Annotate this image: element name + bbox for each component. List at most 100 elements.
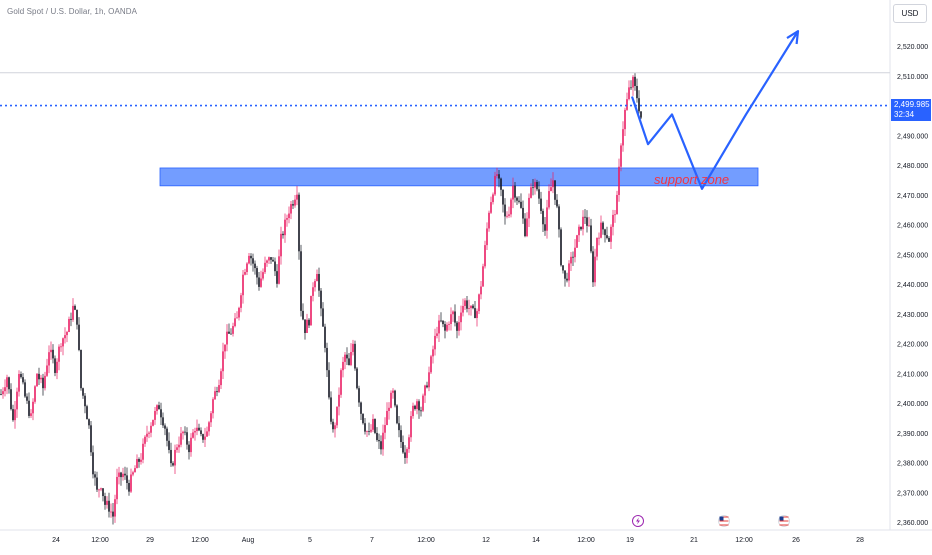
candle-body	[296, 194, 298, 200]
candle-body	[100, 488, 102, 490]
flag-stripe	[779, 520, 789, 522]
candle-body	[332, 421, 334, 430]
candle-body	[118, 472, 120, 477]
candle-body	[472, 305, 474, 309]
candle-body	[542, 210, 544, 225]
candle-body	[382, 432, 384, 450]
candle-body	[576, 235, 578, 248]
candle-body	[148, 432, 150, 434]
candle-body	[334, 425, 336, 430]
candle-body	[6, 377, 8, 388]
candle-body	[102, 488, 104, 497]
candle-body	[432, 349, 434, 357]
candle-body	[202, 434, 204, 440]
candle-body	[596, 238, 598, 257]
candle-body	[16, 391, 18, 410]
candle-body	[488, 212, 490, 229]
candle-body	[378, 440, 380, 442]
candle-body	[294, 199, 296, 206]
candle-body	[532, 187, 534, 189]
candle-body	[508, 214, 510, 216]
candle-body	[492, 194, 494, 203]
price-axis-tick: 2,440.000	[897, 282, 928, 289]
candle-body	[182, 431, 184, 434]
candle-body	[346, 354, 348, 359]
candle-body	[616, 194, 618, 215]
candle-body	[120, 472, 122, 478]
candle-body	[610, 226, 612, 242]
price-axis-tick: 2,510.000	[897, 74, 928, 81]
candle-body	[28, 400, 30, 416]
candle-body	[48, 352, 50, 366]
candle-body	[188, 444, 190, 453]
candle-body	[232, 326, 234, 334]
candle-body	[444, 324, 446, 331]
flag-stripe	[779, 518, 789, 520]
candle-body	[398, 423, 400, 431]
candle-body	[452, 311, 454, 315]
candle-body	[258, 277, 260, 287]
candle-body	[448, 323, 450, 325]
candle-body	[438, 320, 440, 334]
candle-body	[562, 265, 564, 271]
candle-body	[278, 256, 280, 284]
candle-body	[304, 319, 306, 333]
candle-body	[198, 427, 200, 431]
candle-body	[416, 401, 418, 409]
candle-body	[342, 361, 344, 371]
candle-body	[330, 397, 332, 422]
candle-body	[264, 262, 266, 273]
candle-body	[640, 111, 642, 118]
candle-body	[248, 255, 250, 264]
candle-body	[46, 365, 48, 376]
candle-body	[110, 511, 112, 513]
candle-body	[250, 255, 252, 259]
time-axis-tick: 29	[146, 537, 154, 544]
flag-canton	[779, 516, 784, 521]
candle-body	[338, 394, 340, 407]
currency-button[interactable]: USD	[893, 4, 927, 23]
flag-stripe	[779, 524, 789, 526]
time-axis-tick: Aug	[242, 537, 255, 544]
price-axis-tick: 2,420.000	[897, 342, 928, 349]
candle-body	[92, 452, 94, 475]
candle-body	[414, 405, 416, 409]
candle-body	[30, 413, 32, 416]
candle-body	[108, 500, 110, 512]
candle-body	[142, 443, 144, 460]
candle-body	[624, 109, 626, 130]
candle-body	[374, 418, 376, 433]
candle-body	[20, 373, 22, 378]
candle-body	[90, 425, 92, 453]
candle-body	[178, 444, 180, 448]
candle-body	[206, 431, 208, 437]
candle-body	[104, 496, 106, 505]
candle-body	[506, 215, 508, 217]
candle-body	[322, 308, 324, 327]
time-axis-tick: 14	[532, 537, 540, 544]
time-axis-tick: 7	[370, 537, 374, 544]
candle-body	[584, 216, 586, 218]
candle-body	[288, 213, 290, 219]
price-axis-tick: 2,380.000	[897, 461, 928, 468]
candle-body	[384, 425, 386, 433]
candle-body	[204, 436, 206, 440]
candle-body	[116, 476, 118, 500]
candle-body	[356, 368, 358, 389]
candle-body	[274, 261, 276, 272]
candle-body	[44, 375, 46, 389]
candle-body	[272, 259, 274, 262]
price-axis-tick: 2,520.000	[897, 44, 928, 51]
candle-body	[32, 401, 34, 414]
candle-body	[126, 475, 128, 483]
currency-label: USD	[901, 9, 919, 18]
candle-body	[164, 425, 166, 429]
candle-body	[396, 405, 398, 424]
candle-body	[602, 222, 604, 230]
candle-body	[160, 409, 162, 418]
candle-body	[316, 273, 318, 282]
candle-body	[340, 370, 342, 395]
candle-body	[162, 417, 164, 426]
